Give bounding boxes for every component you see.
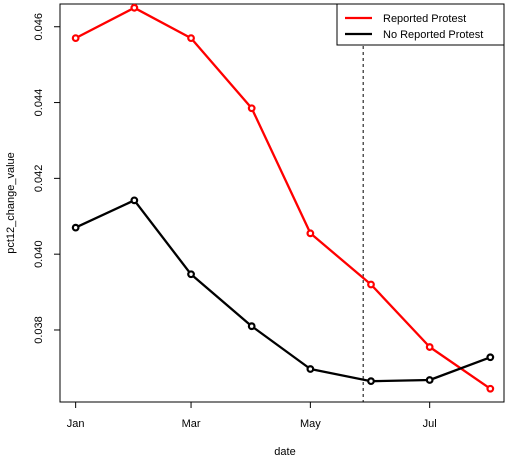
x-tick-label: Jan <box>67 418 85 430</box>
x-axis-title: date <box>274 446 295 458</box>
series-point <box>367 377 375 386</box>
series-point <box>425 376 434 384</box>
y-axis: 0.038 0.040 0.042 0.044 0.046 <box>33 13 61 344</box>
x-tick-label: May <box>300 418 321 430</box>
y-tick-label: 0.046 <box>33 13 45 41</box>
legend: Reported Protest No Reported Protest <box>336 3 505 46</box>
x-axis: Jan Mar May Jul <box>67 401 437 430</box>
legend-label-no-reported-protest: No Reported Protest <box>383 29 483 41</box>
y-tick-label: 0.040 <box>33 240 45 268</box>
series-point <box>425 343 434 351</box>
series-point <box>187 270 195 279</box>
series-point <box>306 229 315 238</box>
x-tick-label: Jul <box>423 418 437 430</box>
series-point <box>486 353 495 362</box>
legend-label-reported-protest: Reported Protest <box>383 13 466 25</box>
series-line-2 <box>74 199 492 383</box>
series-line-1 <box>74 6 492 390</box>
series-point <box>130 196 139 205</box>
series-layer <box>71 3 495 393</box>
series-point <box>130 3 139 12</box>
y-tick-label: 0.044 <box>33 89 45 117</box>
legend-box <box>336 3 505 46</box>
x-tick-label: Mar <box>182 418 201 430</box>
series-point <box>367 280 375 289</box>
series-point <box>247 322 256 331</box>
y-axis-title: pct12_change_value <box>5 152 17 254</box>
y-tick-label: 0.042 <box>33 165 45 193</box>
series-point <box>247 104 256 113</box>
series-point <box>71 34 80 43</box>
series-point <box>306 365 315 373</box>
y-tick-label: 0.038 <box>33 316 45 344</box>
series-point <box>187 34 195 43</box>
series-point <box>71 223 80 232</box>
series-point <box>486 384 495 393</box>
